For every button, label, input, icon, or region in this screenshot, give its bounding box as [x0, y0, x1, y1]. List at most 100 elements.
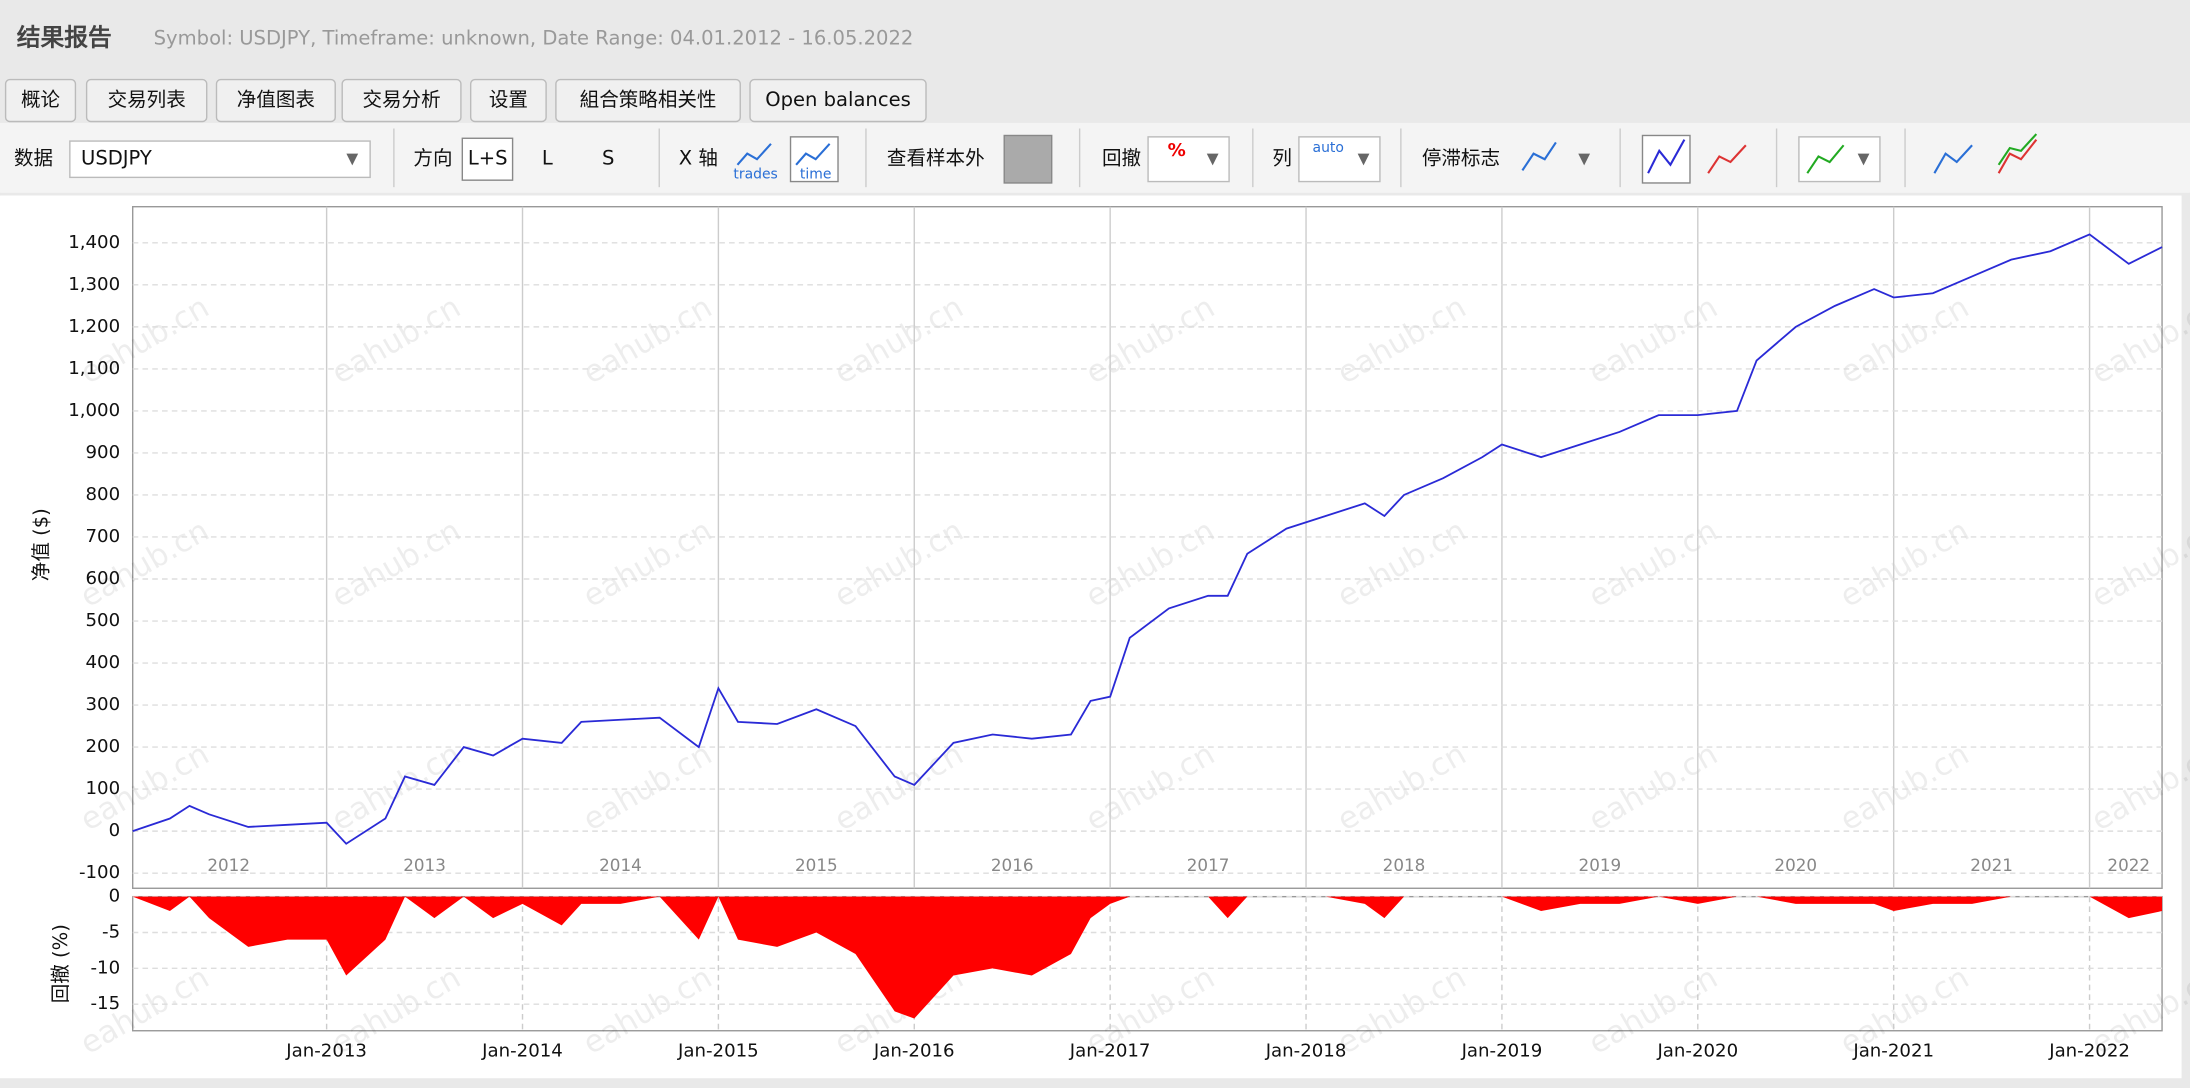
y-tick-label: 1,300 [68, 274, 120, 295]
y-tick-label: 100 [86, 778, 121, 799]
y-tick-label: 600 [86, 568, 121, 589]
y-axis-label: 回撤 (%) [49, 924, 72, 1003]
dropdown-arrow: ▼ [1358, 150, 1370, 168]
x-tick-label: 2013 [403, 855, 446, 875]
tab[interactable] [469, 78, 547, 123]
x-tick-label: Jan-2022 [2048, 1041, 2130, 1062]
tab[interactable] [341, 78, 462, 123]
equity-line [132, 233, 2163, 845]
view-button[interactable] [1997, 139, 2038, 174]
view-select[interactable] [1798, 136, 1881, 183]
y-tick-label: 500 [86, 610, 121, 631]
select-value: USDJPY [81, 147, 152, 170]
y-tick-label: 1,400 [68, 232, 120, 253]
option: L+S [468, 147, 508, 170]
subtitle: Symbol: USDJPY, Timeframe: unknown, Date… [154, 27, 914, 50]
x-tick-label: Jan-2019 [1461, 1041, 1543, 1062]
view-button[interactable] [1707, 144, 1747, 174]
out-of-sample-button[interactable] [1003, 134, 1053, 184]
tab[interactable] [215, 78, 336, 123]
tab-label: Open balances [765, 88, 911, 111]
x-tick-label: Jan-2020 [1656, 1041, 1738, 1062]
x-tick-label: Jan-2014 [481, 1041, 563, 1062]
x-tick-label: Jan-2015 [677, 1041, 759, 1062]
y-tick-label: 400 [86, 652, 121, 673]
dropdown-arrow: ▼ [1207, 150, 1219, 168]
tab[interactable] [749, 78, 927, 123]
y-tick-label: 0 [109, 886, 121, 907]
plot-frame [132, 895, 2163, 1032]
label: 方向 [413, 147, 452, 170]
dropdown-arrow: ▼ [1858, 150, 1870, 168]
stagnation-button[interactable] [1521, 141, 1557, 171]
tab-label: 交易列表 [108, 88, 186, 111]
x-tick-label: 2014 [599, 855, 642, 875]
columns-select[interactable] [1298, 136, 1381, 183]
icon [795, 143, 831, 166]
x-tick-label: 2012 [207, 855, 250, 875]
y-tick-label: 1,200 [68, 316, 120, 337]
drawdown-area [132, 896, 2163, 1019]
dropdown-arrow: ▼ [1578, 150, 1590, 168]
drawdown-select[interactable] [1147, 136, 1230, 183]
tab-label: 净值图表 [237, 88, 315, 111]
label: 数据 [14, 147, 53, 170]
option[interactable]: L [542, 147, 553, 170]
label: 查看样本外 [887, 147, 985, 170]
icon-label: time [800, 167, 832, 183]
x-tick-label: Jan-2018 [1265, 1041, 1347, 1062]
plot-frame [132, 206, 2163, 889]
option[interactable]: S [602, 147, 614, 170]
y-tick-label: 800 [86, 484, 121, 505]
x-tick-label: Jan-2016 [873, 1041, 955, 1062]
label: 停滞标志 [1422, 147, 1500, 170]
label: X 轴 [679, 147, 718, 170]
tab-label: 设置 [489, 88, 528, 111]
y-tick-label: -5 [102, 922, 120, 943]
x-tick-label: Jan-2021 [1852, 1041, 1934, 1062]
x-tick-label: 2019 [1579, 855, 1622, 875]
x-tick-label: 2015 [795, 855, 838, 875]
direction-button[interactable] [461, 137, 514, 181]
y-tick-label: -100 [79, 862, 120, 883]
view-button[interactable] [1933, 144, 1973, 174]
tab[interactable] [85, 78, 208, 123]
x-tick-label: 2018 [1383, 855, 1426, 875]
x-tick-label: 2020 [1774, 855, 1817, 875]
x-tick-label: 2022 [2107, 855, 2150, 875]
y-tick-label: 0 [109, 820, 121, 841]
icon [736, 143, 772, 166]
x-tick-label: 2017 [1187, 855, 1230, 875]
y-tick-label: -15 [90, 993, 120, 1014]
tab-label: 組合策略相关性 [580, 88, 717, 111]
x-tick-label: 2021 [1970, 855, 2013, 875]
x-tick-label: Jan-2017 [1069, 1041, 1151, 1062]
label: 回撤 [1102, 147, 1141, 170]
tab[interactable] [555, 78, 741, 123]
dropdown-arrow: ▼ [346, 150, 358, 168]
y-tick-label: 900 [86, 442, 121, 463]
icon-label: trades [733, 167, 777, 183]
y-tick-label: 700 [86, 526, 121, 547]
y-tick-label: 1,000 [68, 400, 120, 421]
icon [1997, 133, 2038, 166]
tab-label: 概论 [21, 88, 61, 111]
y-tick-label: 200 [86, 736, 121, 757]
symbol-select[interactable] [69, 140, 371, 179]
tab-label: 交易分析 [362, 88, 440, 111]
x-tick-label: 2016 [991, 855, 1034, 875]
y-tick-label: 1,100 [68, 358, 120, 379]
label: 列 [1272, 147, 1292, 170]
icon [1806, 144, 1845, 174]
y-tick-label: -10 [90, 957, 120, 978]
tab[interactable] [4, 78, 77, 123]
y-axis-label: 净值 ($) [29, 508, 52, 581]
x-tick-label: Jan-2013 [285, 1041, 367, 1062]
y-tick-label: 300 [86, 694, 121, 715]
icon-label: auto [1313, 140, 1344, 156]
tab-bar: 概论 交易列表 净值图表 交易分析 设置 組合策略相关性 Open balances [4, 78, 927, 123]
icon [1647, 139, 1686, 174]
icon-label: % [1168, 140, 1186, 161]
title: 结果报告 [17, 24, 112, 52]
